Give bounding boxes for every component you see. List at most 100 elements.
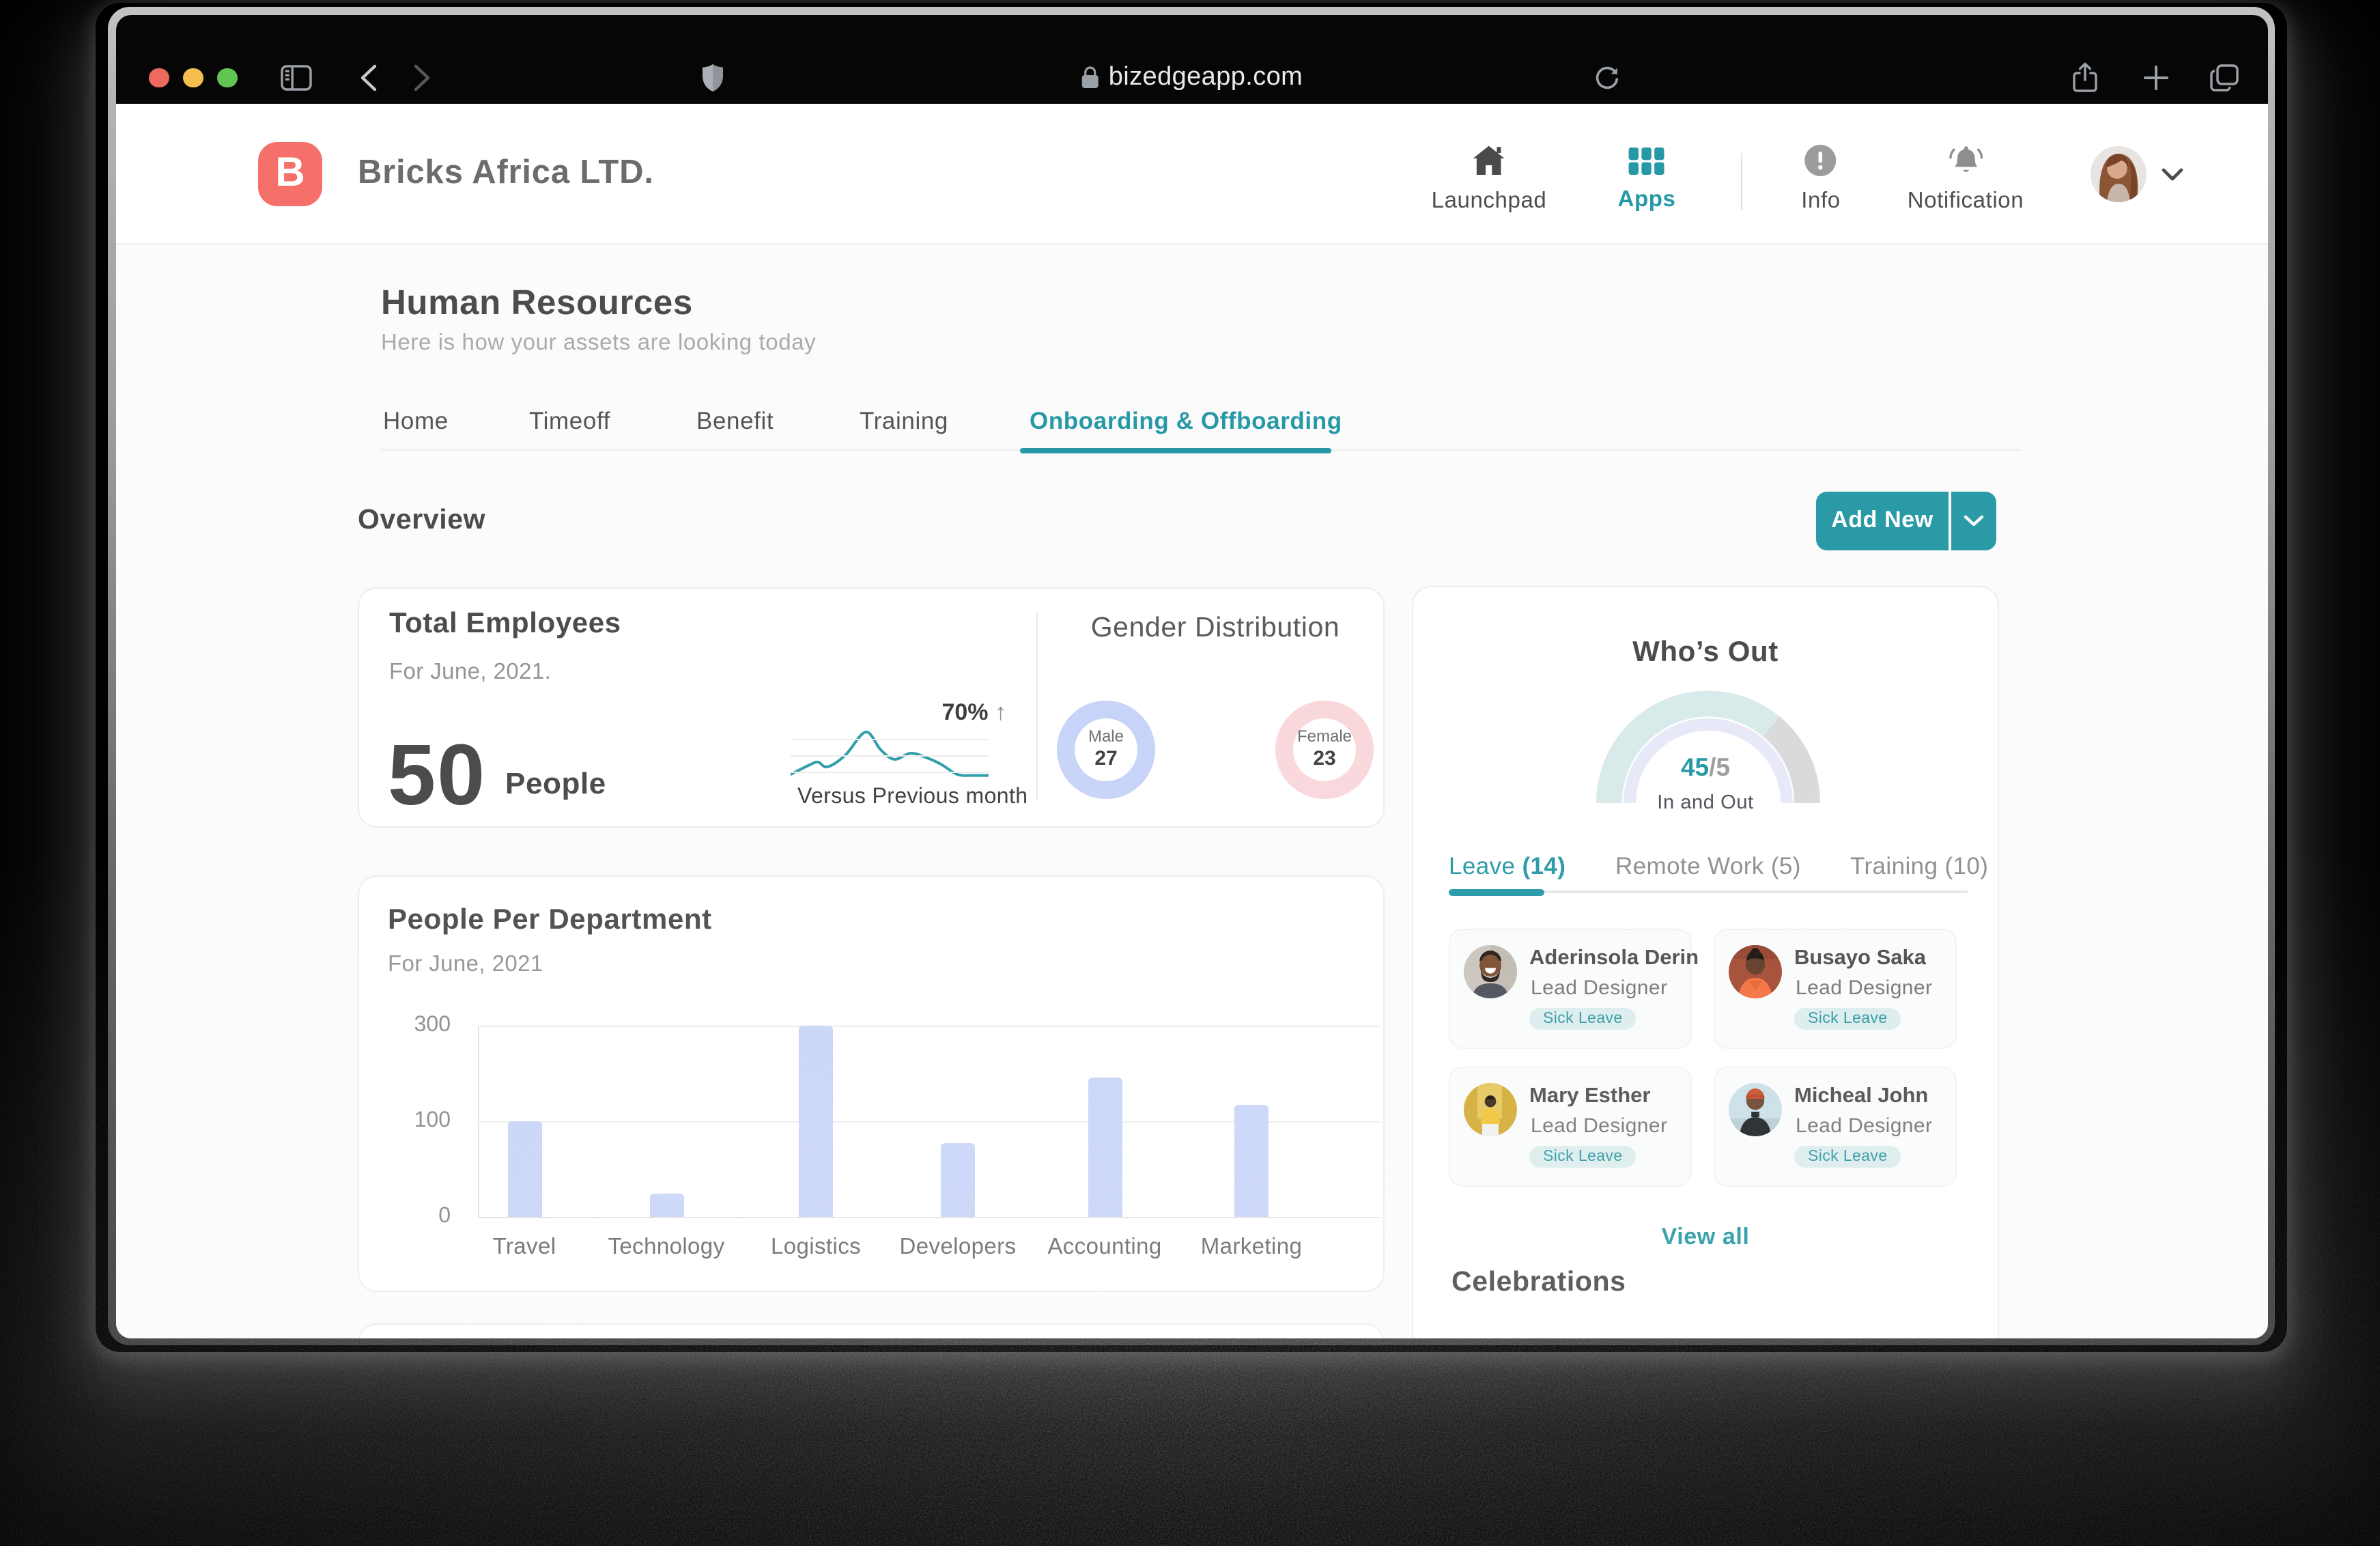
page-title: Human Resources (381, 283, 693, 322)
person-name: Aderinsola Derin (1529, 946, 1699, 969)
tab-training[interactable]: Training (860, 407, 948, 434)
trend-up-arrow-icon: ↑ (995, 699, 1006, 725)
shield-icon[interactable] (701, 63, 724, 92)
person-role: Lead Designer (1531, 976, 1668, 999)
info-icon (1804, 145, 1837, 177)
bar-technology (649, 1193, 683, 1217)
tab-home[interactable]: Home (383, 407, 449, 434)
close-button[interactable] (149, 68, 170, 88)
tab-timeoff[interactable]: Timeoff (529, 407, 610, 434)
nav-divider (1740, 153, 1742, 210)
nav-item-info[interactable]: Info (1801, 104, 1840, 244)
male-label: Male (1088, 727, 1124, 746)
url-text: bizedgeapp.com (1108, 62, 1303, 91)
sparkline-gridline (791, 772, 989, 773)
new-tab-icon[interactable] (2142, 64, 2168, 90)
bar-travel (507, 1121, 541, 1217)
tab-benefit[interactable]: Benefit (696, 407, 774, 434)
celebrations-title: Celebrations (1451, 1265, 1626, 1297)
person-badge: Sick Leave (1529, 1007, 1637, 1029)
male-value: 27 (1094, 746, 1118, 770)
zoom-button[interactable] (217, 68, 238, 88)
chart-gridline (478, 1217, 1379, 1218)
y-axis-line (478, 1026, 479, 1217)
gauge-label: In and Out (1657, 791, 1754, 813)
nav-item-apps[interactable]: Apps (1618, 104, 1676, 244)
back-icon[interactable] (360, 64, 377, 91)
partial-card (358, 1323, 1385, 1338)
bar-developers (941, 1143, 975, 1217)
whos-out-card: Who’s Out 45/5 In and Out (1412, 585, 1999, 1338)
share-icon[interactable] (2072, 61, 2098, 93)
tab-remote-work[interactable]: Remote Work (5) (1615, 852, 1801, 879)
brand[interactable]: B Bricks Africa LTD. (258, 141, 654, 206)
add-new-button[interactable]: Add New (1816, 491, 1949, 550)
browser-titlebar: bizedgeapp.com (115, 14, 2267, 104)
avatar-micheal (1729, 1082, 1782, 1136)
card-divider (1036, 611, 1038, 800)
whos-out-tabs: Leave (14) Remote Work (5) Training (10) (1449, 846, 1988, 896)
card-title: Total Employees (389, 608, 621, 639)
people-per-department-card: People Per Department For June, 2021 0 10… (358, 875, 1385, 1291)
add-new-dropdown-button[interactable] (1949, 491, 1996, 550)
avatar-mary (1464, 1082, 1517, 1136)
card-title: Who’s Out (1632, 636, 1779, 667)
person-card-micheal[interactable]: Micheal John Lead Designer Sick Leave (1714, 1066, 1957, 1187)
tab-training-out[interactable]: Training (10) (1850, 852, 1989, 879)
trend-caption: Versus Previous month (797, 785, 1028, 809)
home-icon (1473, 146, 1505, 175)
page-subtitle: Here is how your assets are looking toda… (381, 330, 817, 354)
nav-item-launchpad[interactable]: Launchpad (1432, 104, 1547, 244)
address-bar[interactable]: bizedgeapp.com (1081, 62, 1303, 92)
trend-percent: 70% (941, 699, 989, 725)
sparkline-gridline (791, 755, 989, 757)
person-name: Mary Esther (1529, 1084, 1651, 1107)
nav-label: Notification (1907, 188, 2024, 214)
trend-sparkline: 70% ↑ (791, 687, 1009, 783)
apps-grid-icon (1628, 147, 1664, 175)
browser-window: bizedgeapp.com (108, 7, 2275, 1345)
employee-unit: People (505, 766, 606, 800)
y-tick: 0 (438, 1205, 451, 1228)
sidebar-icon[interactable] (281, 64, 312, 90)
person-card-mary[interactable]: Mary Esther Lead Designer Sick Leave (1449, 1066, 1692, 1187)
nav-item-notification[interactable]: Notification (1908, 104, 2024, 244)
nav-label: Info (1801, 188, 1841, 214)
female-label: Female (1297, 727, 1352, 746)
nav-label: Launchpad (1431, 188, 1547, 214)
bar-accounting (1088, 1078, 1122, 1217)
company-name: Bricks Africa LTD. (358, 154, 654, 191)
gauge-value: 45/5 (1680, 752, 1730, 781)
minimize-button[interactable] (183, 68, 203, 88)
bell-icon (1949, 146, 1983, 173)
bar-logistics (799, 1026, 833, 1217)
user-menu[interactable] (2090, 146, 2183, 202)
female-value: 23 (1313, 746, 1336, 770)
forward-icon[interactable] (413, 64, 429, 91)
person-name: Micheal John (1794, 1084, 1929, 1107)
tab-leave[interactable]: Leave (14) (1449, 852, 1566, 879)
person-card-aderinsola[interactable]: Aderinsola Derin Lead Designer Sick Leav… (1449, 928, 1699, 1049)
avatar-aderinsola (1464, 944, 1517, 998)
person-name: Busayo Saka (1794, 946, 1926, 969)
tab-onboarding-offboarding[interactable]: Onboarding & Offboarding (1030, 407, 1342, 434)
user-avatar (2090, 146, 2146, 202)
view-all-link[interactable]: View all (1661, 1223, 1750, 1249)
reload-icon[interactable] (1594, 64, 1620, 90)
person-card-busayo[interactable]: Busayo Saka Lead Designer Sick Leave (1714, 928, 1957, 1049)
x-category-label: Technology (608, 1235, 725, 1259)
bar-marketing (1234, 1104, 1269, 1217)
company-logo: B (258, 141, 322, 206)
gender-distribution-title: Gender Distribution (1090, 612, 1340, 643)
y-tick: 100 (414, 1109, 451, 1133)
employee-count: 50 (388, 728, 487, 824)
person-role: Lead Designer (1796, 976, 1933, 999)
chevron-down-icon (1964, 515, 1984, 526)
male-donut: Male 27 (1057, 701, 1155, 799)
x-category-label: Accounting (1047, 1235, 1162, 1259)
lock-icon (1081, 66, 1099, 88)
female-donut: Female 23 (1275, 701, 1374, 799)
tabs-overview-icon[interactable] (2209, 64, 2238, 91)
chevron-down-icon (2161, 167, 2183, 180)
